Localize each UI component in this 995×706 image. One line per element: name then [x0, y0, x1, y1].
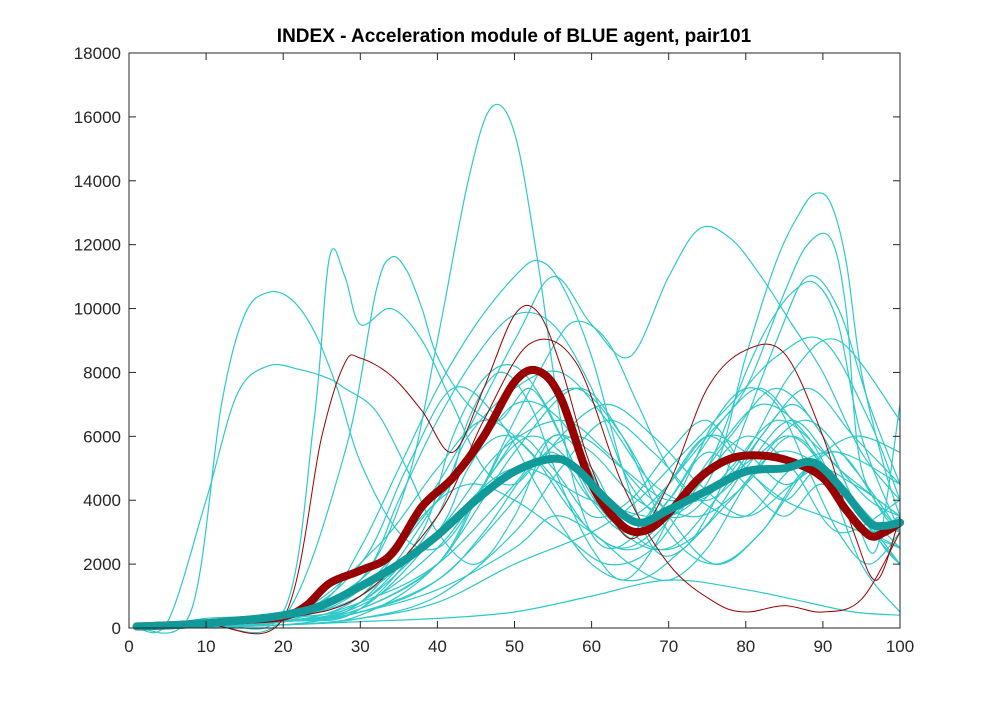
cyan-trial-line-24: [136, 400, 901, 629]
cyan-trial-line-6: [136, 103, 901, 629]
cyan-trial-line-21: [136, 419, 901, 629]
x-tick-label: 50: [505, 637, 524, 656]
axes-layer: [128, 52, 901, 629]
x-tick-label: 60: [582, 637, 601, 656]
x-tick-label: 40: [428, 637, 447, 656]
x-tick-label: 70: [659, 637, 678, 656]
x-tick-label: 10: [197, 637, 216, 656]
cyan-trial-line-23: [136, 403, 901, 629]
cyan-trial-line-26: [136, 419, 901, 629]
y-tick-label: 0: [112, 619, 121, 638]
y-tick-label: 16000: [74, 108, 121, 127]
y-tick-label: 6000: [83, 427, 121, 446]
x-tick-label: 90: [813, 637, 832, 656]
red-trial-line-2: [136, 304, 901, 635]
y-tick-label: 12000: [74, 236, 121, 255]
red-trial-line-3: [136, 338, 901, 629]
y-tick-label: 14000: [74, 172, 121, 191]
x-tick-label: 30: [351, 637, 370, 656]
chart-title: INDEX - Acceleration module of BLUE agen…: [277, 26, 752, 47]
x-tick-label: 80: [736, 637, 755, 656]
y-tick-label: 10000: [74, 300, 121, 319]
y-tick-label: 2000: [83, 555, 121, 574]
cyan-trial-line-11: [136, 259, 901, 629]
labels-layer: 0 10 20 30 40 50 60 70 80 90 100 0 2000 4000 6000 8000 1…: [74, 44, 914, 656]
y-tick-label: 8000: [83, 363, 121, 382]
x-tick-label: 0: [124, 637, 133, 656]
cyan-mean-line-1: [132, 454, 904, 631]
cyan-trial-line-30: [136, 387, 901, 629]
series-layer: [132, 103, 904, 635]
x-tick-label: 100: [886, 637, 914, 656]
cyan-trial-line-4: [136, 363, 901, 634]
y-tick-label: 18000: [74, 44, 121, 63]
x-tick-label: 20: [274, 637, 293, 656]
cyan-trial-line-12: [136, 280, 901, 629]
y-tick-label: 4000: [83, 491, 121, 510]
cyan-trial-line-32: [136, 338, 901, 629]
cyan-trial-line-10: [136, 232, 901, 634]
